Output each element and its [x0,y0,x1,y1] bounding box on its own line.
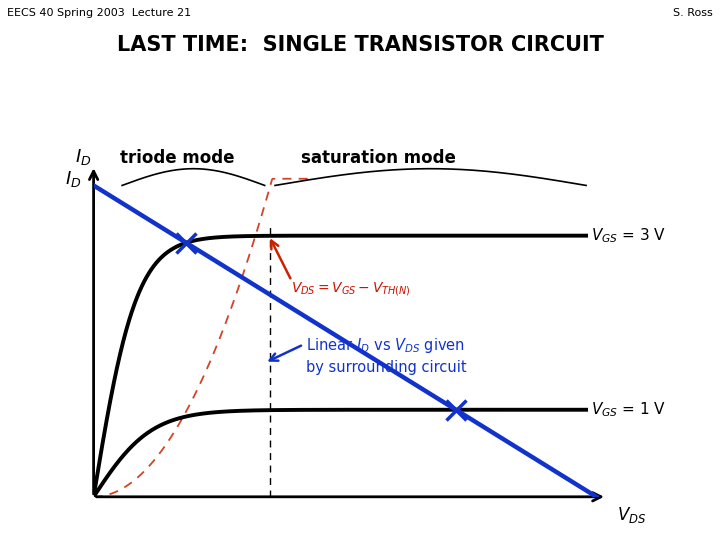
Text: $V_{GS}$ = 3 V: $V_{GS}$ = 3 V [591,226,667,245]
Text: S. Ross: S. Ross [673,8,713,18]
Text: $V_{GS}$ = 1 V: $V_{GS}$ = 1 V [591,400,667,419]
Text: triode mode: triode mode [120,149,234,167]
Text: $V_{DS}$: $V_{DS}$ [617,505,647,525]
Text: EECS 40 Spring 2003  Lecture 21: EECS 40 Spring 2003 Lecture 21 [7,8,192,18]
Text: saturation mode: saturation mode [301,149,456,167]
Text: $I_D$: $I_D$ [76,147,92,167]
Text: $I_D$: $I_D$ [65,168,81,189]
Text: Linear $I_D$ vs $V_{DS}$ given
by surrounding circuit: Linear $I_D$ vs $V_{DS}$ given by surrou… [306,336,467,375]
Text: LAST TIME:  SINGLE TRANSISTOR CIRCUIT: LAST TIME: SINGLE TRANSISTOR CIRCUIT [117,35,603,55]
Text: $V_{DS} = V_{GS} - V_{TH(N)}$: $V_{DS} = V_{GS} - V_{TH(N)}$ [291,280,410,298]
